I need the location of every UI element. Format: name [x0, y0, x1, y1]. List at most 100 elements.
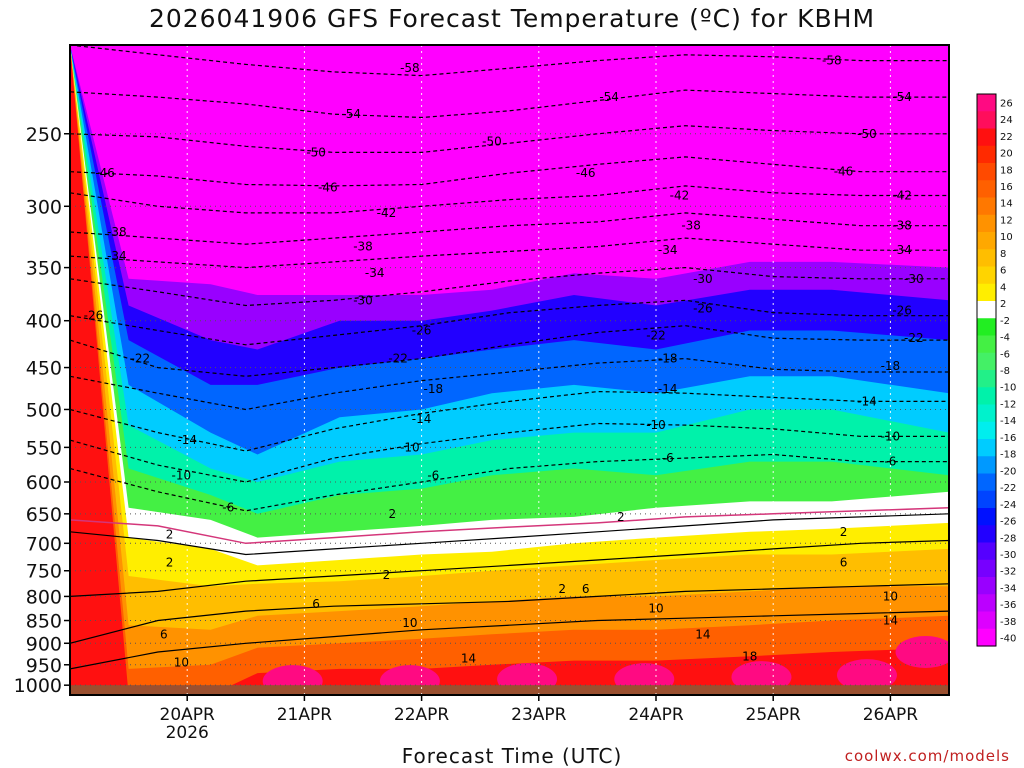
y-tick-label: 700 [26, 533, 62, 555]
contour-label: -38 [353, 240, 373, 254]
colorbar-label: -30 [1000, 550, 1016, 561]
y-tick-label: 900 [26, 633, 62, 655]
colorbar-swatch [977, 439, 996, 457]
colorbar-label: -40 [1000, 634, 1016, 645]
contour-label: -6 [662, 451, 674, 465]
credit-text: coolwx.com/models [844, 747, 1010, 765]
colorbar-label: -32 [1000, 567, 1016, 578]
contour-label: 14 [695, 627, 710, 641]
contour-label: -54 [341, 107, 361, 121]
contour-line [70, 513, 949, 556]
ground-fill [70, 685, 949, 695]
contour-label: 2 [383, 568, 391, 582]
colorbar-swatch [977, 283, 996, 302]
colorbar-label: 16 [1000, 182, 1013, 193]
y-tick-label: 750 [26, 561, 62, 583]
contour-label: -10 [172, 468, 192, 482]
contour-label: -6 [884, 455, 896, 469]
colorbar-label: -22 [1000, 483, 1016, 494]
y-tick-label: 1000 [14, 675, 62, 697]
y-tick-label: 350 [26, 258, 62, 280]
colorbar-label: 22 [1000, 132, 1013, 143]
x-tick-sublabel: 2026 [166, 723, 209, 743]
colorbar-label: 10 [1000, 232, 1013, 243]
contour-line [70, 390, 949, 452]
colorbar-swatch [977, 335, 996, 354]
colorbar-frame [976, 93, 997, 647]
colorbar-label: 6 [1000, 266, 1006, 277]
colorbar-label: -20 [1000, 466, 1016, 477]
contour-label: -18 [658, 352, 678, 366]
y-tick-label: 450 [26, 358, 62, 380]
colorbar-swatch [977, 404, 996, 423]
plot-frame [69, 44, 950, 696]
colorbar-swatch [977, 628, 996, 647]
y-tick-label: 300 [26, 196, 62, 218]
contour-label: 10 [883, 589, 898, 603]
hot-spot [836, 659, 897, 692]
contour-label: -10 [881, 429, 901, 443]
colorbar-swatch [977, 266, 996, 285]
x-tick-label: 23APR [511, 705, 567, 725]
colorbar-swatch [977, 145, 996, 164]
colorbar-label: 20 [1000, 149, 1013, 160]
colorbar-swatch [977, 490, 996, 509]
colorbar-swatch [977, 197, 996, 216]
contour-label: 14 [883, 614, 898, 628]
contour-line [70, 299, 949, 346]
colorbar-swatch [977, 594, 996, 613]
hot-spot [895, 636, 949, 669]
colorbar-swatch [977, 542, 996, 561]
x-tick-label: 26APR [863, 705, 919, 725]
contour-label: -22 [388, 352, 408, 366]
contour-line [70, 185, 949, 214]
contour-label: 2 [166, 528, 174, 542]
colorbar-label: 8 [1000, 249, 1006, 260]
colorbar-swatch [977, 577, 996, 595]
y-tick-label: 250 [26, 124, 62, 146]
x-axis-title: Forecast Time (UTC) [401, 744, 623, 768]
contour-label: -50 [857, 127, 877, 141]
chart-title: 2026041906 GFS Forecast Temperature (ºC)… [148, 4, 876, 33]
colorbar-swatch [977, 180, 996, 199]
colorbar-label: -28 [1000, 533, 1016, 544]
contour-label: -10 [400, 440, 420, 454]
contour-label: -54 [599, 90, 619, 104]
contour-label: -50 [306, 145, 326, 159]
contour-label: -38 [892, 219, 912, 233]
x-tick-label: 24APR [628, 705, 684, 725]
colorbar-swatch [977, 232, 996, 250]
contour-label: 2 [617, 510, 625, 524]
pressure-axis: 2503003504004505005506006507007508008509… [14, 124, 70, 697]
contour-label: 2 [840, 525, 848, 539]
layer-fill [70, 45, 949, 695]
y-tick-label: 850 [26, 611, 62, 633]
contour-label: 10 [648, 602, 663, 616]
y-tick-label: 600 [26, 472, 62, 494]
colorbar-label: 4 [1000, 282, 1006, 293]
contour-label: 6 [840, 556, 848, 570]
contour-label: -14 [412, 412, 432, 426]
colorbar-label: 14 [1000, 199, 1013, 210]
contour-label: -30 [353, 293, 373, 307]
x-tick-label: 20APR [160, 705, 216, 725]
colorbar-swatch [977, 508, 996, 526]
colorbar-swatch [977, 94, 996, 112]
colorbar-swatch [977, 352, 996, 371]
colorbar-label: -16 [1000, 433, 1016, 444]
contour-label: 6 [582, 582, 590, 596]
y-tick-label: 800 [26, 586, 62, 608]
y-tick-label: 650 [26, 504, 62, 526]
colorbar-label: -38 [1000, 617, 1016, 628]
colorbar-swatch [977, 611, 996, 630]
colorbar-swatch [977, 525, 996, 544]
y-tick-label: 550 [26, 437, 62, 459]
contour-line [70, 89, 949, 119]
contour-label: -14 [177, 433, 197, 447]
colorbar-swatch [977, 473, 996, 492]
x-tick-label: 21APR [277, 705, 333, 725]
contour-line [70, 453, 949, 512]
colorbar-label: -2 [1000, 316, 1010, 327]
contour-label: -38 [107, 225, 127, 239]
colorbar-swatch [977, 111, 996, 130]
